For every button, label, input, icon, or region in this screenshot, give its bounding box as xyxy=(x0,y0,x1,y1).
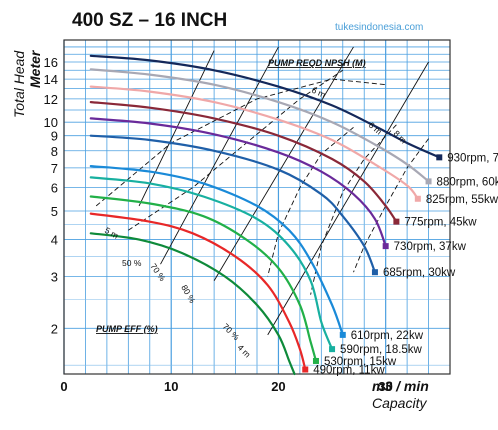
x-tick-label: 20 xyxy=(271,379,285,394)
x-axis-label: m3 / min xyxy=(372,378,429,394)
npsh-line xyxy=(267,127,354,277)
series-end-marker-2 xyxy=(414,195,421,202)
series-end-marker-1 xyxy=(425,178,432,185)
y-tick-label: 16 xyxy=(44,55,58,70)
series-curve-6 xyxy=(89,165,344,336)
watermark: tukesindonesia.com xyxy=(335,22,423,33)
chart-title: 400 SZ – 16 INCH xyxy=(72,10,227,31)
curve-label-3: 775rpm, 45kw xyxy=(404,217,477,229)
y-tick-label: 12 xyxy=(44,92,58,107)
npsh-line xyxy=(95,78,386,207)
y-axis-label: Total Head xyxy=(11,50,27,118)
npsh-title: PUMP REQD NPSH (M) xyxy=(268,58,366,68)
y-tick-label: 4 xyxy=(51,233,58,248)
x-tick-label: 30 xyxy=(378,379,392,394)
curve-label-2: 825rpm, 55kw xyxy=(426,194,498,206)
curve-label-0: 930rpm, 75kw xyxy=(447,152,498,164)
x-tick-label: 0 xyxy=(60,379,67,394)
series-curve-9 xyxy=(89,212,307,371)
eff-label-4: 70 % xyxy=(221,321,242,342)
y-tick-label: 2 xyxy=(51,321,58,336)
y-tick-label: 6 xyxy=(51,181,58,196)
efficiency-title: PUMP EFF (%) xyxy=(96,324,158,334)
y-tick-label: 14 xyxy=(44,72,58,87)
series-curve-4 xyxy=(89,117,387,248)
series-end-marker-3 xyxy=(393,218,400,225)
efficiency-line xyxy=(267,61,429,336)
series-curve-8 xyxy=(89,195,318,363)
series-curve-3 xyxy=(89,101,398,223)
series-end-marker-8 xyxy=(312,357,319,364)
series-curve-0 xyxy=(89,54,441,159)
y-tick-label: 3 xyxy=(51,269,58,284)
series-end-marker-5 xyxy=(371,269,378,276)
npsh-label-4: 5 m xyxy=(103,225,120,241)
series-end-marker-4 xyxy=(382,243,389,250)
curve-label-8: 530rpm, 15kw xyxy=(324,356,397,368)
series-curve-2 xyxy=(89,85,419,200)
series-curve-5 xyxy=(89,134,376,274)
eff-label-1: 50 % xyxy=(122,258,142,268)
efficiency-line xyxy=(213,46,354,281)
eff-label-3: 80 % xyxy=(179,283,198,305)
y-tick-label: 9 xyxy=(51,129,58,144)
x-tick-labels: 0 10 20 30 xyxy=(60,379,393,394)
npsh-line xyxy=(353,138,429,273)
series-end-marker-0 xyxy=(436,154,443,161)
curve-label-1: 880rpm, 60kw xyxy=(437,176,498,188)
curve-label-7: 590rpm, 18.5kw xyxy=(340,344,423,356)
y-axis-unit: Meter xyxy=(27,49,43,88)
series-curves xyxy=(89,54,443,376)
series-curve-7 xyxy=(89,176,334,351)
series-end-marker-7 xyxy=(329,346,336,353)
npsh-label-5: 4 m xyxy=(236,342,253,359)
series-curve-1 xyxy=(89,68,430,183)
y-tick-label: 7 xyxy=(51,161,58,176)
curve-label-9: 490rpm, 11kw xyxy=(313,365,385,377)
series-end-marker-6 xyxy=(339,331,346,338)
series-end-marker-9 xyxy=(302,366,309,373)
series-curve-10 xyxy=(89,232,296,376)
y-tick-label: 5 xyxy=(51,204,58,219)
y-tick-label: 8 xyxy=(51,144,58,159)
x-axis-sublabel: Capacity xyxy=(372,395,427,411)
y-tick-label: 10 xyxy=(44,115,58,130)
x-tick-label: 10 xyxy=(164,379,178,394)
npsh-line xyxy=(310,124,397,295)
curve-labels: 930rpm, 75kw 880rpm, 60kw 825rpm, 55kw 775r… xyxy=(313,152,498,376)
curve-label-5: 685rpm, 30kw xyxy=(383,267,456,279)
npsh-lines xyxy=(95,69,429,295)
eff-label-2: 70 % xyxy=(148,261,168,283)
curve-label-6: 610rpm, 22kw xyxy=(351,330,424,342)
plot-frame xyxy=(63,39,451,375)
curve-label-4: 730rpm, 37kw xyxy=(394,241,467,253)
